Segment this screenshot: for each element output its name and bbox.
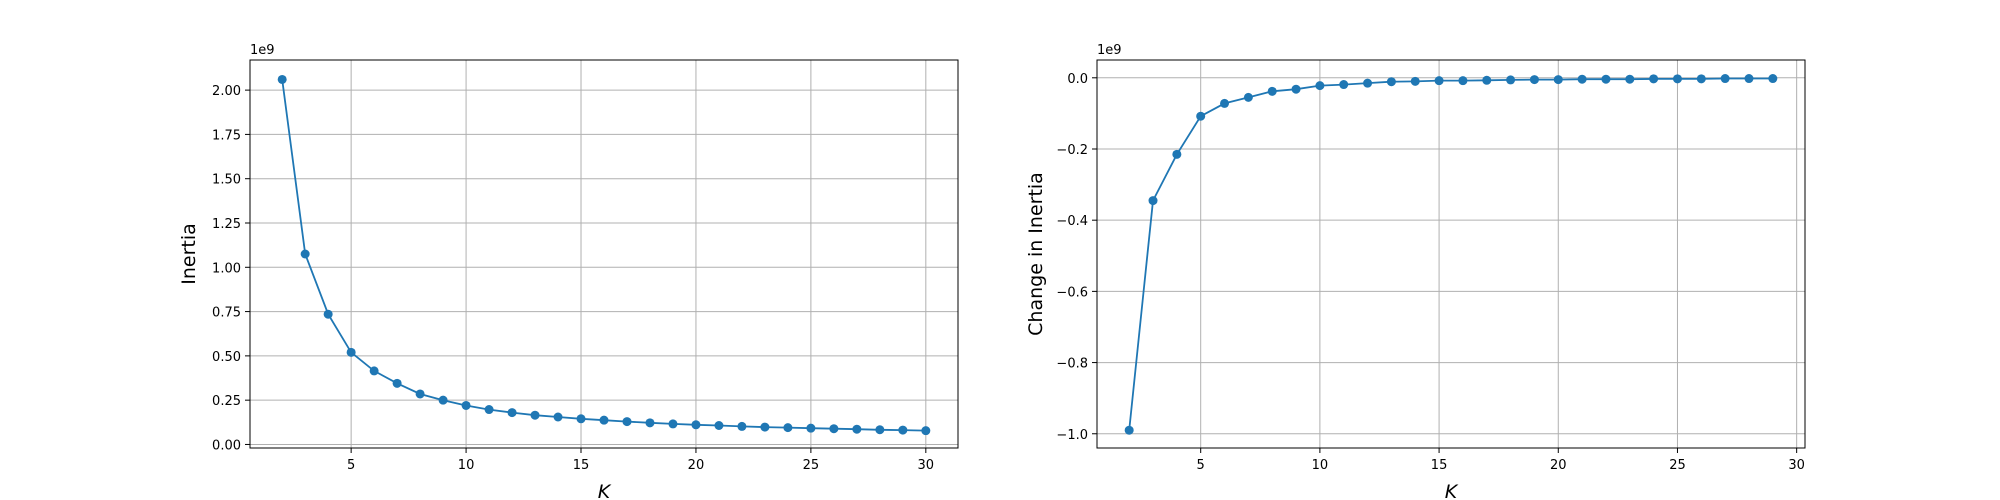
data-point: [645, 418, 655, 428]
data-point: [1553, 75, 1563, 85]
series-line: [281, 79, 926, 432]
data-point: [346, 347, 356, 357]
data-point: [691, 420, 701, 430]
data-point: [1649, 74, 1659, 84]
x-tick-label: 20: [688, 458, 705, 473]
axis-offset-label: 1e9: [1097, 43, 1122, 58]
x-axis-label: K: [1445, 481, 1459, 500]
data-point: [1363, 78, 1373, 88]
data-point: [1410, 76, 1420, 86]
axis-offset-label: 1e9: [250, 43, 275, 58]
data-point: [622, 417, 632, 427]
y-tick-label: −0.2: [1056, 143, 1088, 158]
data-point: [323, 309, 333, 319]
y-tick-label: 0.75: [212, 306, 241, 321]
data-point: [875, 425, 885, 435]
data-point: [921, 426, 931, 436]
x-tick-label: 15: [573, 458, 590, 473]
x-tick-label: 5: [1197, 458, 1205, 473]
data-point: [1625, 74, 1635, 84]
data-point: [1267, 86, 1277, 96]
data-point: [1220, 98, 1230, 108]
data-point: [1768, 74, 1778, 84]
x-tick-label: 10: [458, 458, 475, 473]
data-point: [553, 412, 563, 422]
x-tick-label: 15: [1431, 458, 1448, 473]
data-point: [1482, 75, 1492, 85]
data-point: [507, 408, 517, 418]
y-tick-label: −0.8: [1056, 357, 1088, 372]
data-point: [760, 422, 770, 432]
data-point: [1386, 77, 1396, 87]
data-point: [484, 405, 494, 415]
data-point: [1434, 76, 1444, 86]
x-tick-label: 30: [1788, 458, 1805, 473]
data-point: [1458, 76, 1468, 86]
data-point: [852, 424, 862, 434]
data-point: [1506, 75, 1516, 85]
data-point: [300, 249, 310, 259]
y-tick-label: −0.4: [1056, 214, 1088, 229]
plot-frame: [249, 59, 959, 449]
data-point: [1243, 92, 1253, 102]
x-tick-label: 20: [1550, 458, 1567, 473]
data-point: [1124, 425, 1134, 435]
y-tick-label: 0.0: [1067, 72, 1088, 87]
data-point: [737, 421, 747, 431]
series-line: [1128, 77, 1773, 431]
data-point: [530, 410, 540, 420]
data-point: [1339, 80, 1349, 90]
plot-frame: [1096, 59, 1806, 449]
x-tick-label: 5: [347, 458, 355, 473]
x-tick-label: 10: [1312, 458, 1329, 473]
data-point: [1529, 75, 1539, 85]
y-tick-label: 0.50: [212, 350, 241, 365]
y-axis-label: Change in Inertia: [1025, 172, 1047, 336]
data-point: [898, 425, 908, 435]
data-point: [783, 423, 793, 433]
data-point: [1744, 74, 1754, 84]
data-point: [1291, 84, 1301, 94]
y-tick-label: −1.0: [1056, 428, 1088, 443]
y-tick-label: −0.6: [1056, 285, 1088, 300]
inertia-chart: 5 10 15 20 25 30 0.00 0.25 0.50 0.75 1.00 1.25 1.50 1…: [178, 43, 959, 500]
x-tick-label: 25: [1669, 458, 1686, 473]
change-in-inertia-chart: 5 10 15 20 25 30 0.0 −0.2 −0.4 −0.6 −0.8 −1.0 1e9 K Ch…: [1025, 43, 1806, 500]
data-point: [806, 423, 816, 433]
data-point: [829, 424, 839, 434]
data-point: [599, 415, 609, 425]
y-tick-label: 0.00: [212, 438, 241, 453]
data-point: [1577, 74, 1587, 84]
y-tick-label: 2.00: [212, 84, 241, 99]
data-point: [1315, 81, 1325, 91]
data-point: [1720, 74, 1730, 84]
y-tick-label: 0.25: [212, 394, 241, 409]
x-tick-label: 25: [803, 458, 820, 473]
data-point: [576, 414, 586, 424]
data-point: [1196, 111, 1206, 121]
x-tick-label: 30: [918, 458, 935, 473]
y-tick-label: 1.50: [212, 173, 241, 188]
data-point: [461, 400, 471, 410]
data-point: [392, 378, 402, 388]
data-point: [415, 389, 425, 399]
y-axis-label: Inertia: [178, 223, 200, 285]
y-tick-label: 1.00: [212, 261, 241, 276]
x-axis-label: K: [598, 481, 612, 500]
y-tick-label: 1.25: [212, 217, 241, 232]
data-point: [714, 420, 724, 430]
data-point: [369, 366, 379, 376]
data-point: [1148, 196, 1158, 206]
data-point: [1696, 74, 1706, 84]
data-point: [438, 395, 448, 405]
data-point: [277, 74, 287, 84]
data-point: [1672, 74, 1682, 84]
data-point: [668, 419, 678, 429]
data-point: [1601, 74, 1611, 84]
data-point: [1172, 149, 1182, 159]
y-tick-label: 1.75: [212, 128, 241, 143]
